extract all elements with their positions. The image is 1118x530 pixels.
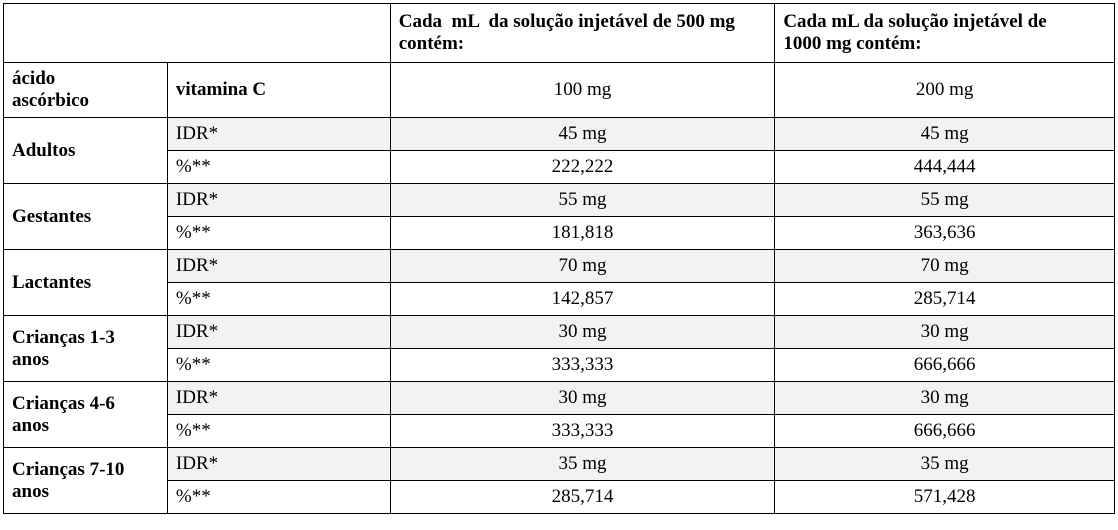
- data-row: Lactantes IDR* 70 mg 70 mg: [3, 249, 1115, 316]
- data-row: Crianças 1-3 anos IDR* 30 mg 30 mg: [3, 315, 1115, 382]
- cell: 70 mg: [774, 249, 1115, 283]
- header-text: Cada mL da solução injetável de 500 mg c…: [398, 11, 740, 54]
- group-label: Crianças 1-3 anos: [3, 315, 168, 382]
- cell: 444,444: [774, 150, 1115, 184]
- group-label-text: Crianças 4-6 anos: [12, 392, 115, 436]
- group-label-text: Crianças 1-3 anos: [12, 326, 115, 370]
- data-row: %** 181,818 363,636: [4, 216, 1115, 250]
- cell: 55 mg: [774, 183, 1115, 217]
- group-label-text: Lactantes: [12, 271, 92, 293]
- cell: IDR*: [166, 117, 391, 151]
- group-label: Gestantes: [3, 183, 168, 250]
- cell: 45 mg: [774, 117, 1115, 151]
- data-row: %** 333,333 666,666: [4, 348, 1115, 382]
- cell: IDR*: [166, 249, 391, 283]
- dosage-table: Cada mL da solução injetável de 500 mg c…: [3, 3, 1115, 514]
- data-row: %** 222,222 444,444: [4, 150, 1115, 184]
- cell: 333,333: [389, 414, 776, 448]
- cell: %**: [166, 216, 391, 250]
- cell: 666,666: [774, 348, 1115, 382]
- header-cell: Cada mL da solução injetável de 500 mg c…: [389, 3, 776, 63]
- cell: 285,714: [389, 480, 776, 514]
- data-row: Gestantes IDR* 55 mg 55 mg: [3, 183, 1115, 250]
- cell: ácido ascórbico: [3, 62, 168, 118]
- data-row: %** 285,714 571,428: [4, 480, 1115, 514]
- cell: IDR*: [166, 447, 391, 481]
- cell: 55 mg: [389, 183, 776, 217]
- cell: IDR*: [166, 183, 391, 217]
- cell: 45 mg: [389, 117, 776, 151]
- group-label: Crianças 4-6 anos: [3, 381, 168, 448]
- cell: 222,222: [389, 150, 776, 184]
- cell: 571,428: [774, 480, 1115, 514]
- header-cell: Cada mL da solução injetável de 1000 mg …: [774, 3, 1115, 63]
- cell: 35 mg: [774, 447, 1115, 481]
- empty-cell: [3, 3, 391, 63]
- cell: IDR*: [166, 315, 391, 349]
- cell: %**: [166, 414, 391, 448]
- cell: %**: [166, 348, 391, 382]
- header-row: Cada mL da solução injetável de 500 mg c…: [3, 3, 1115, 63]
- cell: IDR*: [166, 381, 391, 415]
- cell: %**: [166, 150, 391, 184]
- cell: 363,636: [774, 216, 1115, 250]
- table-body: Cada mL da solução injetável de 500 mg c…: [3, 3, 1115, 514]
- cell: 333,333: [389, 348, 776, 382]
- data-row: %** 333,333 666,666: [4, 414, 1115, 448]
- cell: 142,857: [389, 282, 776, 316]
- cell: 200 mg: [774, 62, 1115, 118]
- data-row: %** 142,857 285,714: [4, 282, 1115, 316]
- cell: vitamina C: [166, 62, 391, 118]
- cell: %**: [166, 480, 391, 514]
- cell-text: ácido ascórbico: [12, 68, 90, 111]
- cell: 35 mg: [389, 447, 776, 481]
- group-label-text: Gestantes: [12, 205, 92, 227]
- cell: 181,818: [389, 216, 776, 250]
- header-text: Cada mL da solução injetável de 1000 mg …: [783, 11, 1052, 54]
- data-row: Adultos IDR* 45 mg 45 mg: [3, 117, 1115, 184]
- cell: 30 mg: [774, 315, 1115, 349]
- first-row: ácido ascórbico vitamina C 100 mg 200 mg: [3, 62, 1115, 118]
- data-row: Crianças 4-6 anos IDR* 30 mg 30 mg: [3, 381, 1115, 448]
- cell: 666,666: [774, 414, 1115, 448]
- group-label-text: Adultos: [12, 139, 76, 161]
- data-row: Crianças 7-10 anos IDR* 35 mg 35 mg: [3, 447, 1115, 514]
- group-label: Crianças 7-10 anos: [3, 447, 168, 514]
- cell: %**: [166, 282, 391, 316]
- group-label: Lactantes: [3, 249, 168, 316]
- cell: 100 mg: [389, 62, 776, 118]
- cell: 30 mg: [774, 381, 1115, 415]
- cell: 30 mg: [389, 381, 776, 415]
- cell: 285,714: [774, 282, 1115, 316]
- group-label: Adultos: [3, 117, 168, 184]
- cell: 70 mg: [389, 249, 776, 283]
- cell: 30 mg: [389, 315, 776, 349]
- group-label-text: Crianças 7-10 anos: [12, 458, 125, 502]
